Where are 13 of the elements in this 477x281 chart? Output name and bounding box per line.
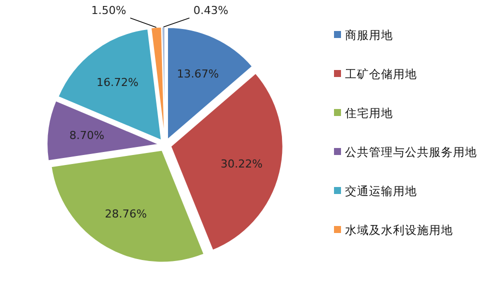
data-label: 13.67% bbox=[176, 67, 219, 80]
data-label: 28.76% bbox=[104, 207, 147, 220]
legend-label: 公共管理与公共服务用地 bbox=[345, 145, 477, 159]
legend-label: 水域及水利设施用地 bbox=[345, 223, 453, 237]
data-label: 1.50% bbox=[91, 4, 126, 17]
data-label: 0.43% bbox=[193, 4, 228, 17]
legend-label: 住宅用地 bbox=[344, 106, 393, 120]
data-label: 30.22% bbox=[220, 158, 263, 171]
legend-label: 商服用地 bbox=[345, 28, 393, 42]
data-label: 8.70% bbox=[69, 129, 104, 142]
legend-label: 工矿仓储用地 bbox=[345, 67, 417, 81]
legend-label: 交通运输用地 bbox=[345, 184, 417, 198]
data-label: 16.72% bbox=[96, 76, 139, 90]
